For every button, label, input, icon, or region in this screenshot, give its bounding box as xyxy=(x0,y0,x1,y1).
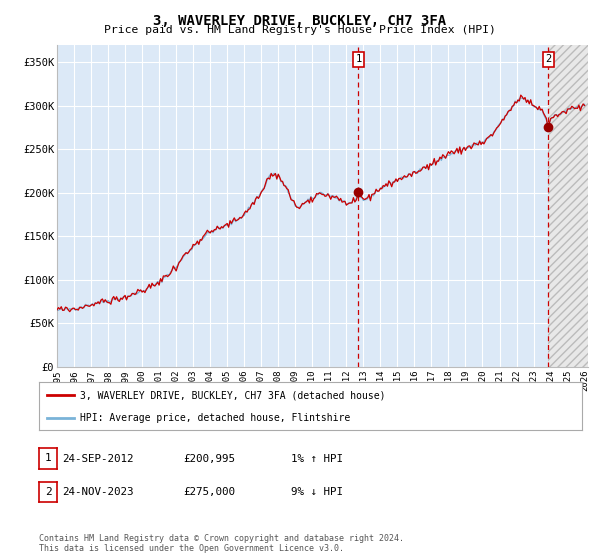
Text: 3, WAVERLEY DRIVE, BUCKLEY, CH7 3FA: 3, WAVERLEY DRIVE, BUCKLEY, CH7 3FA xyxy=(154,14,446,28)
Text: 2: 2 xyxy=(44,487,52,497)
Text: 9% ↓ HPI: 9% ↓ HPI xyxy=(291,487,343,497)
Bar xyxy=(548,18,593,367)
Text: 1: 1 xyxy=(44,454,52,463)
Text: Contains HM Land Registry data © Crown copyright and database right 2024.
This d: Contains HM Land Registry data © Crown c… xyxy=(39,534,404,553)
Text: 2: 2 xyxy=(545,54,551,64)
Text: 1% ↑ HPI: 1% ↑ HPI xyxy=(291,454,343,464)
Bar xyxy=(57,45,548,367)
Text: 24-SEP-2012: 24-SEP-2012 xyxy=(62,454,133,464)
Text: HPI: Average price, detached house, Flintshire: HPI: Average price, detached house, Flin… xyxy=(80,413,350,423)
Text: 24-NOV-2023: 24-NOV-2023 xyxy=(62,487,133,497)
Text: Price paid vs. HM Land Registry's House Price Index (HPI): Price paid vs. HM Land Registry's House … xyxy=(104,25,496,35)
Text: 3, WAVERLEY DRIVE, BUCKLEY, CH7 3FA (detached house): 3, WAVERLEY DRIVE, BUCKLEY, CH7 3FA (det… xyxy=(80,390,385,400)
Text: 1: 1 xyxy=(355,54,362,64)
Text: £200,995: £200,995 xyxy=(183,454,235,464)
Text: £275,000: £275,000 xyxy=(183,487,235,497)
